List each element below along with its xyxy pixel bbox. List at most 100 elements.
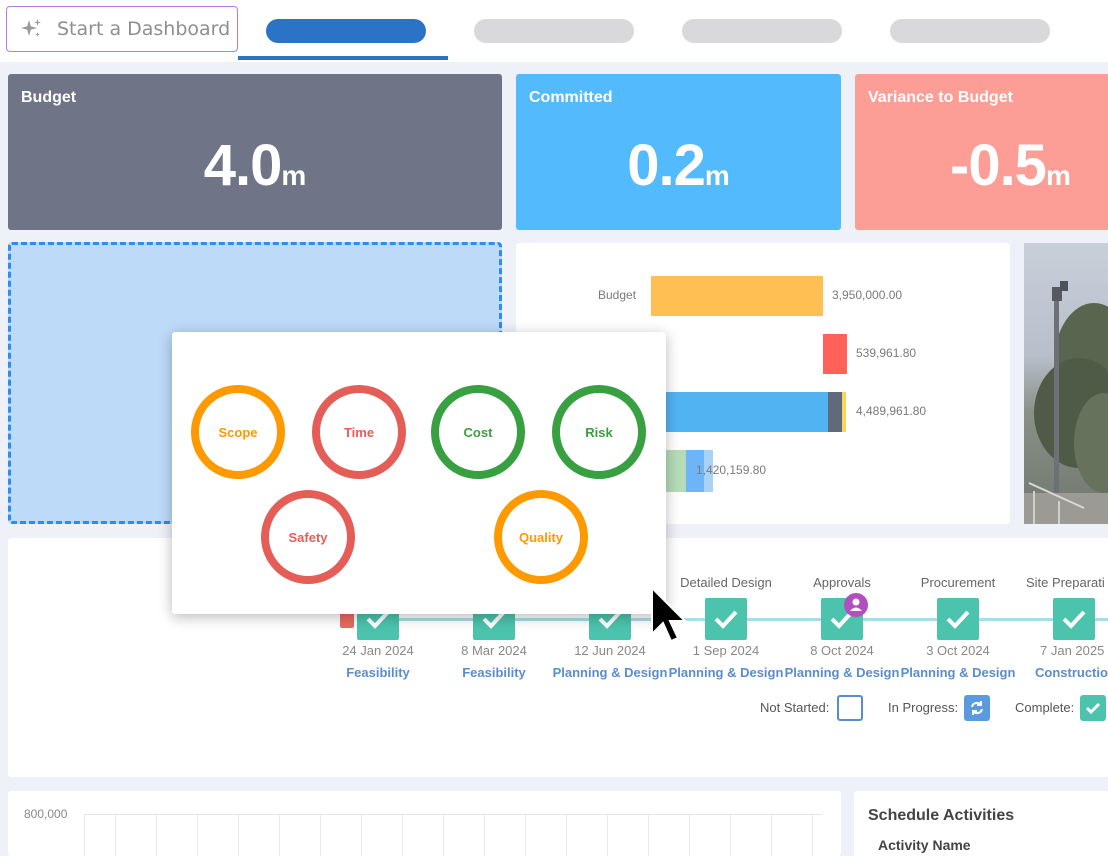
tab-2[interactable] [474, 19, 634, 43]
check-icon [598, 610, 622, 629]
tab-4[interactable] [890, 19, 1050, 43]
chart-gridline [402, 814, 403, 856]
bar-value-label: 1,420,159.80 [696, 463, 767, 477]
y-axis-tick-label: 800,000 [24, 807, 68, 821]
stage-date: 12 Jun 2024 [574, 643, 646, 658]
activity-name-column-header[interactable]: Activity Name [878, 837, 971, 853]
chart-gridline [771, 814, 772, 856]
indicator-risk[interactable]: Risk [552, 385, 646, 479]
sparkle-icon [21, 19, 41, 37]
stage-phase: Planning & Design [900, 665, 1016, 680]
stage-phase: Construction [1035, 665, 1108, 680]
chart-gridline [156, 814, 157, 856]
stage-phase: Planning & Design [552, 665, 668, 680]
chart-gridline [84, 814, 85, 856]
chart-gridline [84, 814, 822, 815]
kpi-value: -0.5m [950, 133, 1071, 198]
bar-committed-segment[interactable] [686, 450, 704, 492]
chart-gridline [443, 814, 444, 856]
indicator-safety[interactable]: Safety [261, 490, 355, 584]
stage-phase: Planning & Design [784, 665, 900, 680]
stage-title: Detailed Design [680, 575, 772, 590]
legend-complete-check-icon [1080, 695, 1106, 721]
bar-budget[interactable] [651, 276, 823, 316]
user-avatar-icon[interactable] [844, 593, 868, 617]
check-icon [714, 610, 738, 629]
bar-forecast-segment[interactable] [842, 392, 846, 432]
chart-gridline [730, 814, 731, 856]
bar-label-budget: Budget [598, 288, 637, 302]
chart-gridline [566, 814, 567, 856]
kpi-budget-card[interactable]: Budget 4.0m [8, 74, 502, 230]
stage-complete-checkbox[interactable] [1053, 598, 1095, 640]
bottom-chart-panel [8, 791, 841, 856]
site-photo [1024, 243, 1108, 524]
bar-forecast-segment[interactable] [828, 392, 842, 432]
start-dashboard-button[interactable]: Start a Dashboard [6, 6, 238, 52]
stage-title: Approvals [813, 575, 871, 590]
check-icon [946, 610, 970, 629]
start-dashboard-label: Start a Dashboard [57, 18, 231, 40]
bar-forecast-segment[interactable] [666, 392, 828, 432]
stage-date: 7 Jan 2025 [1040, 643, 1105, 658]
bar-committed-segment[interactable] [666, 450, 686, 492]
legend-complete-label: Complete: [1015, 700, 1075, 715]
timeline-flag-marker [340, 610, 354, 628]
person-icon [850, 598, 862, 611]
check-icon [482, 610, 506, 629]
chart-gridline [607, 814, 608, 856]
stage-complete-checkbox[interactable] [705, 598, 747, 640]
stage-complete-checkbox[interactable] [937, 598, 979, 640]
stage-phase: Planning & Design [668, 665, 784, 680]
stage-date: 8 Oct 2024 [810, 643, 874, 658]
stage-phase: Feasibility [462, 665, 526, 680]
top-bar: Start a Dashboard [0, 0, 1108, 62]
mouse-cursor-icon [651, 586, 688, 643]
chart-gridline [238, 814, 239, 856]
bar-value-label: 3,950,000.00 [832, 288, 903, 302]
refresh-icon [964, 695, 990, 721]
stage-title: Site Preparati [1026, 575, 1105, 590]
stage-date: 24 Jan 2024 [342, 643, 414, 658]
indicator-time[interactable]: Time [312, 385, 406, 479]
stage-title: Procurement [920, 575, 996, 590]
bar-committed-segment[interactable] [704, 450, 713, 492]
stage-date: 3 Oct 2024 [926, 643, 990, 658]
health-indicators-popup: Scope Time Cost Risk Safety Quality [172, 332, 666, 614]
indicator-cost[interactable]: Cost [431, 385, 525, 479]
schedule-activities-title: Schedule Activities [868, 807, 1015, 824]
kpi-title: Committed [529, 89, 613, 106]
check-icon [830, 610, 854, 629]
stage-date: 1 Sep 2024 [692, 643, 760, 658]
chart-gridline [279, 814, 280, 856]
legend-not-started-icon [837, 695, 863, 721]
tab-active[interactable] [266, 19, 426, 43]
bar-value-label: 539,961.80 [856, 346, 917, 360]
stage-phase: Feasibility [346, 665, 410, 680]
stage-date: 8 Mar 2024 [461, 643, 527, 658]
schedule-activities-panel: Schedule Activities Activity Name [854, 791, 1108, 856]
bar-variance[interactable] [823, 334, 847, 374]
chart-gridline [525, 814, 526, 856]
active-tab-indicator [238, 56, 448, 60]
kpi-value: 4.0m [203, 133, 307, 198]
chart-gridline [812, 814, 813, 856]
chart-gridline [197, 814, 198, 856]
indicator-scope[interactable]: Scope [191, 385, 285, 479]
chart-gridline [115, 814, 116, 856]
kpi-value: 0.2m [627, 133, 730, 198]
chart-gridline [361, 814, 362, 856]
chart-gridline [484, 814, 485, 856]
check-icon [366, 610, 390, 629]
site-photo-illustration [1024, 281, 1108, 524]
tab-3[interactable] [682, 19, 842, 43]
chart-gridline [648, 814, 649, 856]
kpi-committed-card[interactable]: Committed 0.2m [516, 74, 841, 230]
bar-value-label: 4,489,961.80 [856, 404, 927, 418]
check-icon [1062, 610, 1086, 629]
kpi-title: Variance to Budget [868, 89, 1013, 106]
chart-gridline [689, 814, 690, 856]
kpi-variance-card[interactable]: Variance to Budget -0.5m [855, 74, 1108, 230]
indicator-quality[interactable]: Quality [494, 490, 588, 584]
chart-gridline [320, 814, 321, 856]
